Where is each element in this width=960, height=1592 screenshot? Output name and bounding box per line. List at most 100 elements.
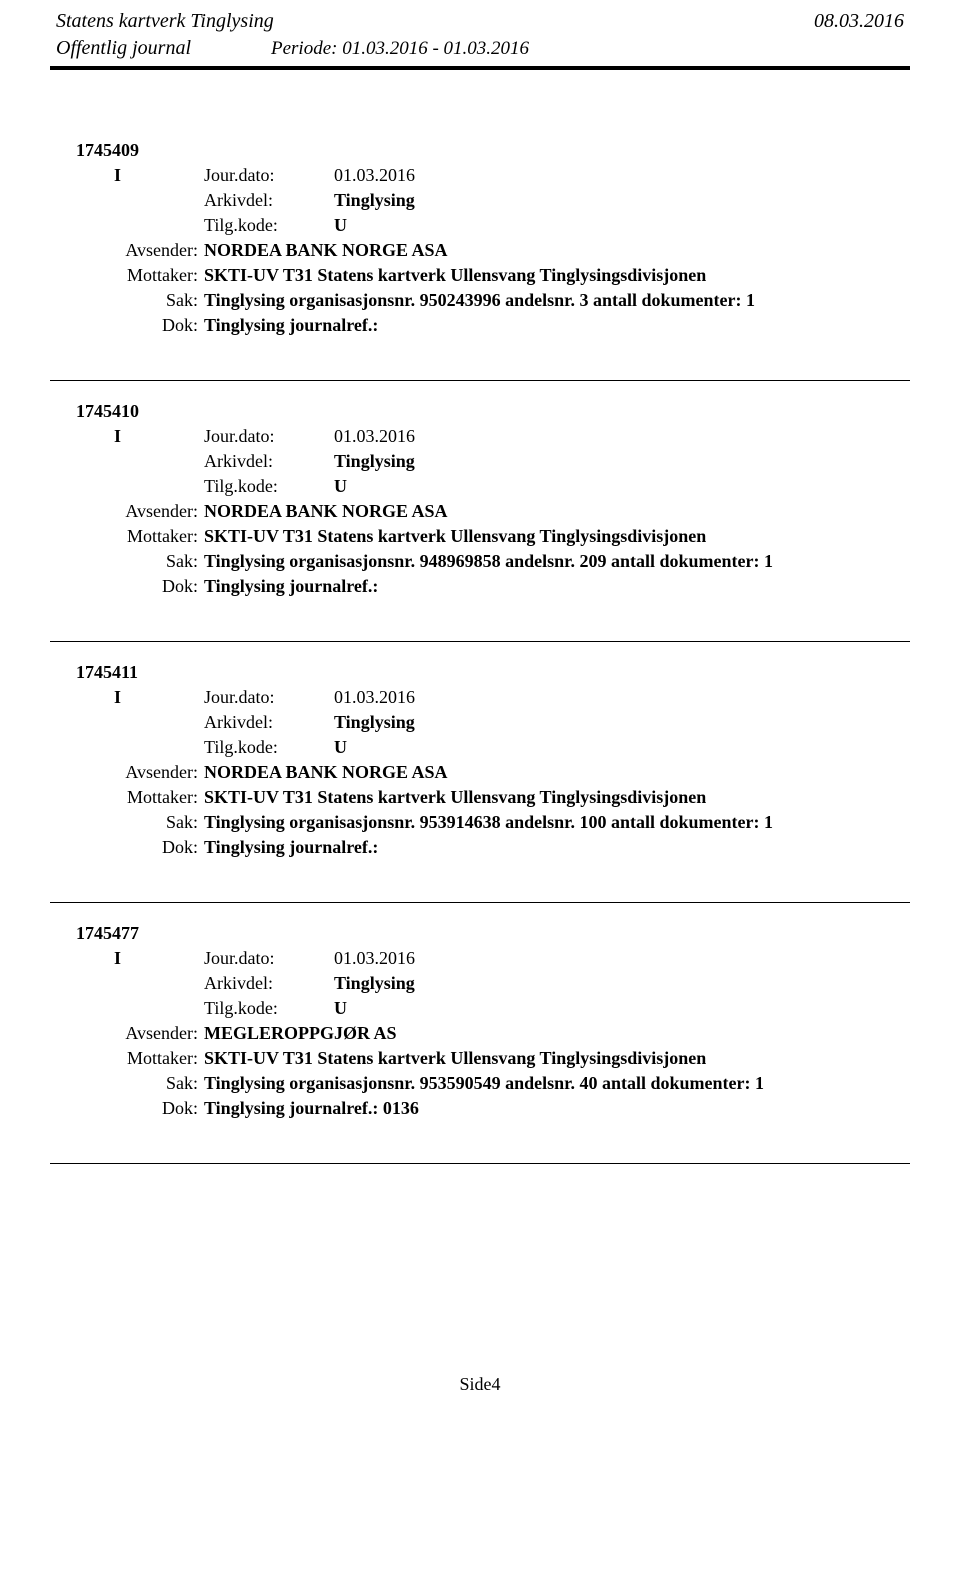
avsender-value: NORDEA BANK NORGE ASA [204, 501, 448, 522]
entry-type: I [114, 948, 204, 969]
header-org: Statens kartverk Tinglysing [56, 10, 274, 33]
arkivdel-label: Arkivdel: [204, 451, 334, 472]
tilgkode-value: U [334, 215, 347, 236]
entry-type: I [114, 426, 204, 447]
journal-entry: 1745411 I Jour.dato: 01.03.2016 Arkivdel… [50, 642, 910, 884]
jour-dato-label: Jour.dato: [204, 948, 334, 969]
tilgkode-line: Tilg.kode: U [70, 476, 890, 497]
dok-value: Tinglysing journalref.: 0136 [204, 1098, 419, 1119]
arkivdel-line: Arkivdel: Tinglysing [70, 190, 890, 211]
jour-dato-value: 01.03.2016 [334, 687, 415, 708]
dok-line: Dok: Tinglysing journalref.: [70, 315, 890, 336]
jour-dato-value: 01.03.2016 [334, 426, 415, 447]
sak-label: Sak: [70, 1073, 204, 1094]
tilgkode-label: Tilg.kode: [204, 998, 334, 1019]
dok-line: Dok: Tinglysing journalref.: [70, 576, 890, 597]
entry-id: 1745477 [70, 923, 890, 944]
sak-line: Sak: Tinglysing organisasjonsnr. 9489698… [70, 551, 890, 572]
sak-label: Sak: [70, 812, 204, 833]
entry-id: 1745409 [70, 140, 890, 161]
jour-dato-value: 01.03.2016 [334, 948, 415, 969]
avsender-line: Avsender: NORDEA BANK NORGE ASA [70, 762, 890, 783]
sak-label: Sak: [70, 551, 204, 572]
page-footer: Side4 [50, 1374, 910, 1395]
tilgkode-label: Tilg.kode: [204, 737, 334, 758]
dok-label: Dok: [70, 576, 204, 597]
arkivdel-label: Arkivdel: [204, 190, 334, 211]
header-row-1: Statens kartverk Tinglysing 08.03.2016 [50, 10, 910, 35]
journal-entry: 1745410 I Jour.dato: 01.03.2016 Arkivdel… [50, 381, 910, 623]
arkivdel-value: Tinglysing [334, 712, 415, 733]
mottaker-line: Mottaker: SKTI-UV T31 Statens kartverk U… [70, 526, 890, 547]
mottaker-value: SKTI-UV T31 Statens kartverk Ullensvang … [204, 787, 706, 808]
dok-label: Dok: [70, 837, 204, 858]
tilgkode-line: Tilg.kode: U [70, 215, 890, 236]
avsender-value: NORDEA BANK NORGE ASA [204, 762, 448, 783]
sak-label: Sak: [70, 290, 204, 311]
header-periode: Periode: 01.03.2016 - 01.03.2016 [271, 38, 529, 60]
mottaker-line: Mottaker: SKTI-UV T31 Statens kartverk U… [70, 1048, 890, 1069]
page-header: Statens kartverk Tinglysing 08.03.2016 O… [50, 10, 910, 70]
mottaker-label: Mottaker: [70, 787, 204, 808]
header-row-2: Offentlig journal Periode: 01.03.2016 - … [50, 35, 910, 60]
jour-dato-label: Jour.dato: [204, 426, 334, 447]
tilgkode-value: U [334, 998, 347, 1019]
header-date: 08.03.2016 [814, 10, 904, 33]
avsender-line: Avsender: NORDEA BANK NORGE ASA [70, 501, 890, 522]
tilgkode-value: U [334, 476, 347, 497]
avsender-label: Avsender: [70, 762, 204, 783]
header-journal: Offentlig journal [56, 37, 271, 60]
avsender-label: Avsender: [70, 240, 204, 261]
jour-dato-line: I Jour.dato: 01.03.2016 [70, 165, 890, 186]
mottaker-label: Mottaker: [70, 1048, 204, 1069]
arkivdel-value: Tinglysing [334, 190, 415, 211]
sak-value: Tinglysing organisasjonsnr. 950243996 an… [204, 290, 755, 311]
tilgkode-line: Tilg.kode: U [70, 998, 890, 1019]
dok-line: Dok: Tinglysing journalref.: 0136 [70, 1098, 890, 1119]
arkivdel-line: Arkivdel: Tinglysing [70, 712, 890, 733]
tilgkode-label: Tilg.kode: [204, 215, 334, 236]
jour-dato-line: I Jour.dato: 01.03.2016 [70, 948, 890, 969]
sak-line: Sak: Tinglysing organisasjonsnr. 9535905… [70, 1073, 890, 1094]
avsender-label: Avsender: [70, 1023, 204, 1044]
tilgkode-line: Tilg.kode: U [70, 737, 890, 758]
journal-entry: 1745477 I Jour.dato: 01.03.2016 Arkivdel… [50, 903, 910, 1145]
arkivdel-value: Tinglysing [334, 973, 415, 994]
dok-value: Tinglysing journalref.: [204, 576, 378, 597]
avsender-label: Avsender: [70, 501, 204, 522]
jour-dato-value: 01.03.2016 [334, 165, 415, 186]
avsender-line: Avsender: NORDEA BANK NORGE ASA [70, 240, 890, 261]
entry-type: I [114, 687, 204, 708]
mottaker-label: Mottaker: [70, 265, 204, 286]
avsender-line: Avsender: MEGLEROPPGJØR AS [70, 1023, 890, 1044]
avsender-value: MEGLEROPPGJØR AS [204, 1023, 397, 1044]
journal-entry: 1745409 I Jour.dato: 01.03.2016 Arkivdel… [50, 120, 910, 362]
mottaker-value: SKTI-UV T31 Statens kartverk Ullensvang … [204, 1048, 706, 1069]
jour-dato-line: I Jour.dato: 01.03.2016 [70, 426, 890, 447]
dok-label: Dok: [70, 1098, 204, 1119]
arkivdel-label: Arkivdel: [204, 973, 334, 994]
dok-label: Dok: [70, 315, 204, 336]
sak-value: Tinglysing organisasjonsnr. 953914638 an… [204, 812, 773, 833]
mottaker-value: SKTI-UV T31 Statens kartverk Ullensvang … [204, 265, 706, 286]
jour-dato-label: Jour.dato: [204, 165, 334, 186]
mottaker-line: Mottaker: SKTI-UV T31 Statens kartverk U… [70, 265, 890, 286]
entry-id: 1745410 [70, 401, 890, 422]
mottaker-label: Mottaker: [70, 526, 204, 547]
arkivdel-label: Arkivdel: [204, 712, 334, 733]
entry-separator [50, 1163, 910, 1164]
page-number: Side4 [459, 1374, 500, 1394]
tilgkode-label: Tilg.kode: [204, 476, 334, 497]
sak-value: Tinglysing organisasjonsnr. 948969858 an… [204, 551, 773, 572]
tilgkode-value: U [334, 737, 347, 758]
arkivdel-value: Tinglysing [334, 451, 415, 472]
jour-dato-line: I Jour.dato: 01.03.2016 [70, 687, 890, 708]
mottaker-value: SKTI-UV T31 Statens kartverk Ullensvang … [204, 526, 706, 547]
mottaker-line: Mottaker: SKTI-UV T31 Statens kartverk U… [70, 787, 890, 808]
dok-value: Tinglysing journalref.: [204, 315, 378, 336]
arkivdel-line: Arkivdel: Tinglysing [70, 451, 890, 472]
dok-line: Dok: Tinglysing journalref.: [70, 837, 890, 858]
sak-line: Sak: Tinglysing organisasjonsnr. 9502439… [70, 290, 890, 311]
jour-dato-label: Jour.dato: [204, 687, 334, 708]
avsender-value: NORDEA BANK NORGE ASA [204, 240, 448, 261]
